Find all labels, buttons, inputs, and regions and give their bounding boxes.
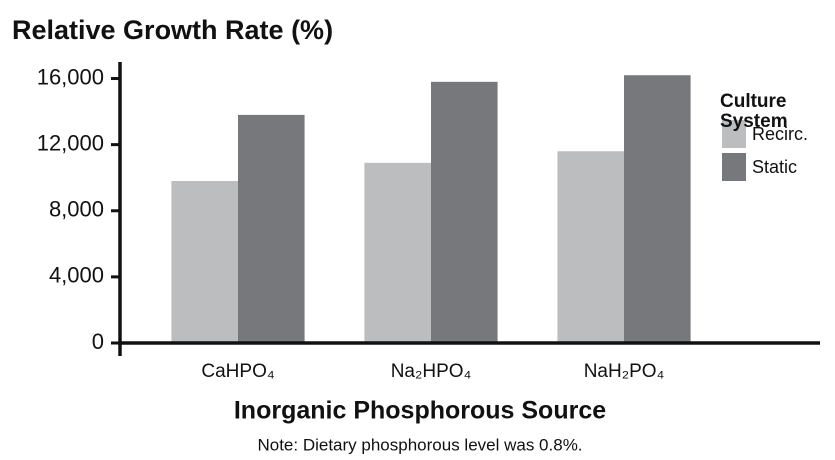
x-tick-label: NaH₂PO₄ <box>584 361 665 382</box>
y-tick-label: 4,000 <box>49 263 104 288</box>
legend-swatch <box>722 153 746 181</box>
y-tick-label: 8,000 <box>49 197 104 222</box>
bar <box>557 151 624 343</box>
y-tick-label: 12,000 <box>37 130 104 155</box>
y-tick-label: 16,000 <box>37 64 104 89</box>
x-tick-label: CaHPO₄ <box>201 361 274 382</box>
legend-label: Static <box>752 157 797 177</box>
bar <box>238 114 305 343</box>
bar <box>364 162 431 343</box>
x-tick-label: Na₂HPO₄ <box>391 361 472 382</box>
legend-label: Recirc. <box>752 124 808 144</box>
bar <box>431 81 498 343</box>
legend-title: Culture System <box>720 91 788 132</box>
legend-swatch <box>722 120 746 148</box>
bar <box>171 181 238 343</box>
y-tick-label: 0 <box>92 329 104 354</box>
bar <box>624 75 691 344</box>
note: Note: Dietary phosphorous level was 0.8%… <box>257 435 582 454</box>
chart-title: Relative Growth Rate (%) <box>12 15 333 45</box>
x-axis-label: Inorganic Phosphorous Source <box>234 397 606 425</box>
